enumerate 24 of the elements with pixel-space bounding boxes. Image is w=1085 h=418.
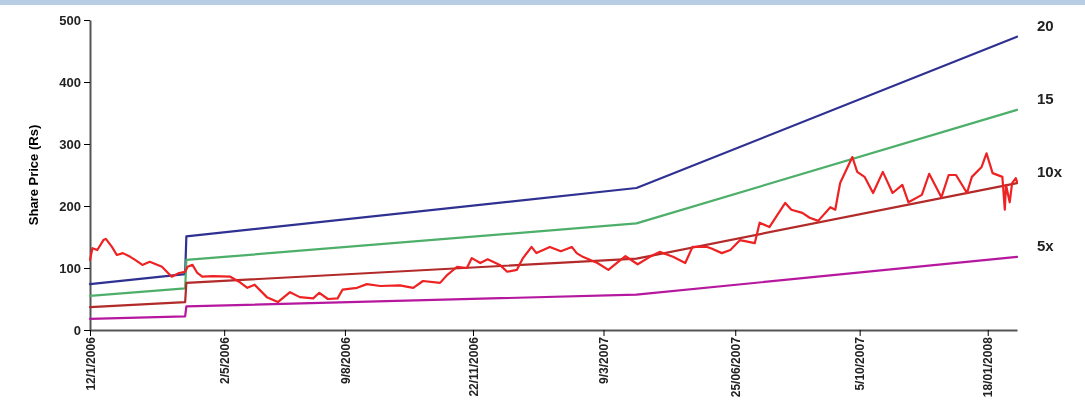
line-series: [88, 255, 1019, 320]
line-series: [88, 35, 1019, 286]
y-tick-label: 100: [59, 260, 81, 276]
y-tick-label: 200: [59, 198, 81, 214]
y-tick-label: 0: [73, 322, 81, 338]
series-label: 5x: [1037, 236, 1055, 254]
series-label: 20: [1037, 16, 1054, 34]
line-series: [88, 152, 1019, 304]
y-tick-label: 300: [59, 136, 81, 152]
x-tick-label: 12/1/2006: [83, 336, 98, 391]
x-tick-label: 2/5/2006: [217, 336, 232, 384]
x-tick-label: 5/10/2007: [853, 336, 868, 391]
x-tick-label: 25/06/2007: [728, 336, 743, 398]
x-tick-label: 18/01/2008: [981, 336, 996, 398]
y-tick-label: 400: [59, 74, 81, 90]
line-series: [88, 181, 1019, 309]
series-label: 15: [1037, 89, 1054, 107]
x-tick-label: 9/8/2006: [338, 336, 353, 384]
y-tick-label: 500: [59, 12, 81, 28]
series-label: 10x: [1037, 163, 1063, 181]
y-axis-title: Share Price (Rs): [26, 124, 41, 226]
x-tick-label: 9/3/2007: [597, 336, 612, 384]
line-series: [88, 108, 1019, 297]
x-tick-label: 22/11/2006: [466, 336, 481, 397]
